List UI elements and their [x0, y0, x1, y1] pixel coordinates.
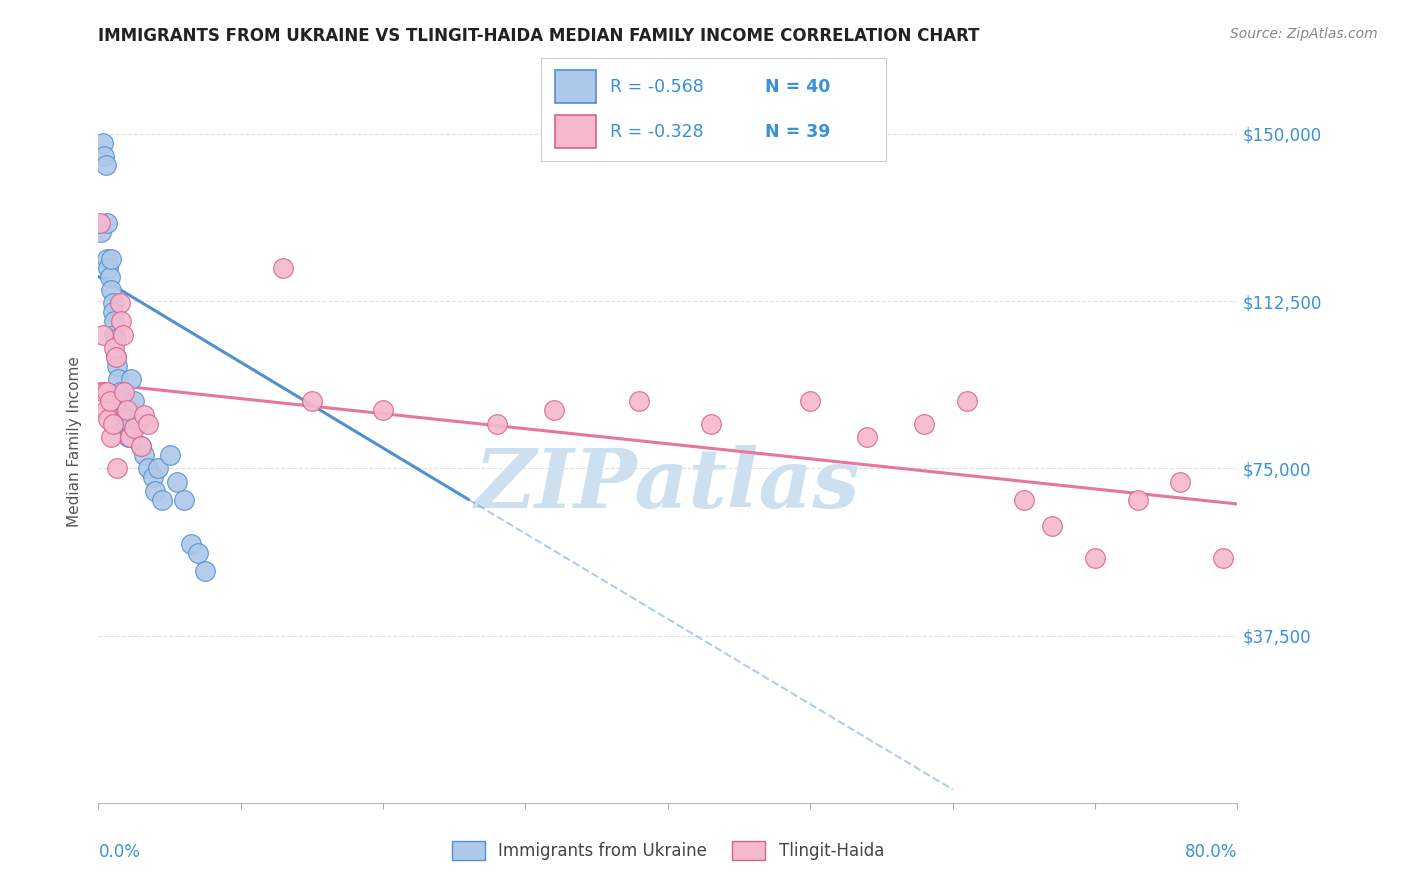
Point	[122, 394, 145, 409]
Point	[187, 546, 209, 560]
Point	[110, 314, 132, 328]
Point	[97, 412, 120, 426]
Point	[104, 350, 127, 364]
Point	[373, 403, 395, 417]
Point	[110, 394, 132, 409]
Point	[180, 537, 202, 551]
Point	[89, 216, 111, 230]
Y-axis label: Median Family Income: Median Family Income	[67, 356, 83, 527]
Text: 80.0%: 80.0%	[1185, 843, 1237, 861]
Point	[104, 332, 127, 346]
Point	[486, 417, 509, 431]
Point	[105, 461, 128, 475]
Text: R = -0.328: R = -0.328	[610, 123, 704, 141]
Point	[1170, 475, 1192, 489]
Point	[107, 372, 129, 386]
Point	[104, 350, 127, 364]
Text: Source: ZipAtlas.com: Source: ZipAtlas.com	[1230, 27, 1378, 41]
Point	[101, 296, 124, 310]
Point	[96, 252, 118, 266]
Point	[100, 430, 122, 444]
Point	[912, 417, 935, 431]
Text: N = 40: N = 40	[765, 78, 831, 95]
Point	[93, 149, 115, 163]
Text: N = 39: N = 39	[765, 123, 831, 141]
Point	[103, 314, 125, 328]
Point	[173, 492, 195, 507]
Point	[94, 403, 117, 417]
Point	[856, 430, 879, 444]
Text: IMMIGRANTS FROM UKRAINE VS TLINGIT-HAIDA MEDIAN FAMILY INCOME CORRELATION CHART: IMMIGRANTS FROM UKRAINE VS TLINGIT-HAIDA…	[98, 27, 980, 45]
Point	[141, 470, 163, 484]
Point	[96, 385, 118, 400]
Point	[100, 252, 122, 266]
Point	[90, 225, 112, 239]
Point	[145, 483, 167, 498]
Point	[101, 417, 124, 431]
Point	[122, 421, 145, 435]
Point	[301, 394, 323, 409]
Point	[132, 408, 155, 422]
FancyBboxPatch shape	[555, 115, 596, 148]
Point	[1012, 492, 1035, 507]
Point	[98, 269, 121, 284]
Point	[91, 327, 114, 342]
Point	[628, 394, 651, 409]
Point	[103, 341, 125, 355]
Text: R = -0.568: R = -0.568	[610, 78, 704, 95]
Point	[136, 461, 159, 475]
Point	[97, 260, 120, 275]
Text: ZIPatlas: ZIPatlas	[475, 445, 860, 524]
Point	[103, 327, 125, 342]
Point	[101, 305, 124, 319]
Point	[1126, 492, 1149, 507]
Point	[799, 394, 821, 409]
Point	[96, 216, 118, 230]
Point	[273, 260, 295, 275]
Point	[1212, 550, 1234, 565]
Point	[100, 283, 122, 297]
Point	[543, 403, 565, 417]
Point	[105, 359, 128, 373]
Point	[1040, 519, 1063, 533]
Point	[166, 475, 188, 489]
Point	[136, 417, 159, 431]
Text: 0.0%: 0.0%	[98, 843, 141, 861]
Point	[129, 439, 152, 453]
Point	[94, 158, 117, 172]
Point	[93, 385, 115, 400]
Point	[117, 430, 139, 444]
Point	[956, 394, 979, 409]
Point	[115, 403, 138, 417]
Point	[1084, 550, 1107, 565]
FancyBboxPatch shape	[555, 70, 596, 103]
Point	[699, 417, 721, 431]
Point	[194, 564, 217, 578]
Point	[115, 421, 138, 435]
Point	[118, 430, 141, 444]
Point	[91, 136, 114, 150]
Point	[111, 403, 134, 417]
Point	[152, 492, 174, 507]
Point	[108, 296, 131, 310]
Point	[120, 372, 142, 386]
Point	[129, 439, 152, 453]
Point	[108, 385, 131, 400]
Point	[159, 448, 181, 462]
Point	[127, 417, 149, 431]
Point	[111, 327, 134, 342]
Point	[132, 448, 155, 462]
Point	[148, 461, 170, 475]
Point	[112, 385, 135, 400]
Legend: Immigrants from Ukraine, Tlingit-Haida: Immigrants from Ukraine, Tlingit-Haida	[444, 834, 891, 867]
Point	[112, 412, 135, 426]
Point	[98, 394, 121, 409]
